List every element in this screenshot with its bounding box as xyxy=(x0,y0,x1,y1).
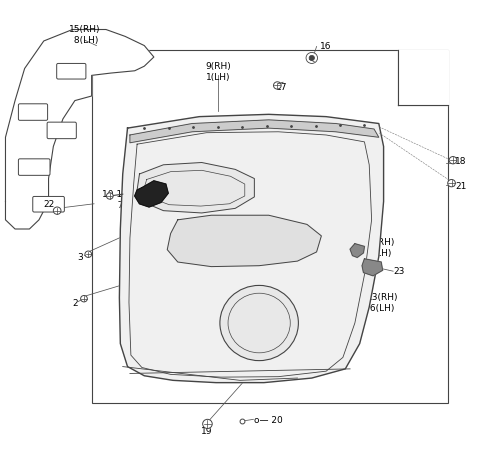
Polygon shape xyxy=(350,244,364,258)
Text: 19: 19 xyxy=(201,426,212,435)
Polygon shape xyxy=(167,216,322,267)
Text: 10 14(RH)
   7(LH): 10 14(RH) 7(LH) xyxy=(102,190,148,210)
Circle shape xyxy=(85,252,92,258)
Text: 12(RH)
 5(LH): 12(RH) 5(LH) xyxy=(364,238,396,258)
Circle shape xyxy=(448,180,456,187)
Polygon shape xyxy=(137,163,254,213)
Text: 22: 22 xyxy=(43,200,54,209)
Text: 9(RH)
1(LH): 9(RH) 1(LH) xyxy=(205,62,231,82)
Circle shape xyxy=(53,207,61,215)
FancyBboxPatch shape xyxy=(57,64,86,80)
Polygon shape xyxy=(5,30,154,230)
Bar xyxy=(92,51,448,403)
Text: 3: 3 xyxy=(77,252,83,262)
Circle shape xyxy=(81,296,87,302)
Text: 17: 17 xyxy=(276,83,288,92)
Polygon shape xyxy=(130,121,379,144)
Circle shape xyxy=(107,193,113,200)
Text: 11(RH)
 4(LH): 11(RH) 4(LH) xyxy=(169,156,201,175)
Polygon shape xyxy=(398,51,448,106)
Polygon shape xyxy=(120,115,384,383)
Text: 2: 2 xyxy=(72,298,78,307)
Circle shape xyxy=(309,56,314,62)
FancyBboxPatch shape xyxy=(18,105,48,121)
FancyBboxPatch shape xyxy=(33,197,64,213)
Text: 15(RH)
 8(LH): 15(RH) 8(LH) xyxy=(69,25,100,45)
FancyBboxPatch shape xyxy=(18,159,50,176)
Circle shape xyxy=(220,286,299,361)
Circle shape xyxy=(449,157,457,164)
Polygon shape xyxy=(135,181,168,207)
FancyBboxPatch shape xyxy=(47,123,76,140)
Text: 16: 16 xyxy=(321,42,332,51)
Polygon shape xyxy=(362,259,383,276)
Text: 21: 21 xyxy=(456,182,467,190)
Text: 23: 23 xyxy=(393,266,405,275)
Text: o— 20: o— 20 xyxy=(254,415,283,424)
Circle shape xyxy=(203,420,212,429)
Text: 18: 18 xyxy=(456,157,467,165)
Text: 13(RH)
 6(LH): 13(RH) 6(LH) xyxy=(367,293,398,313)
Circle shape xyxy=(274,83,281,90)
Circle shape xyxy=(306,53,318,64)
